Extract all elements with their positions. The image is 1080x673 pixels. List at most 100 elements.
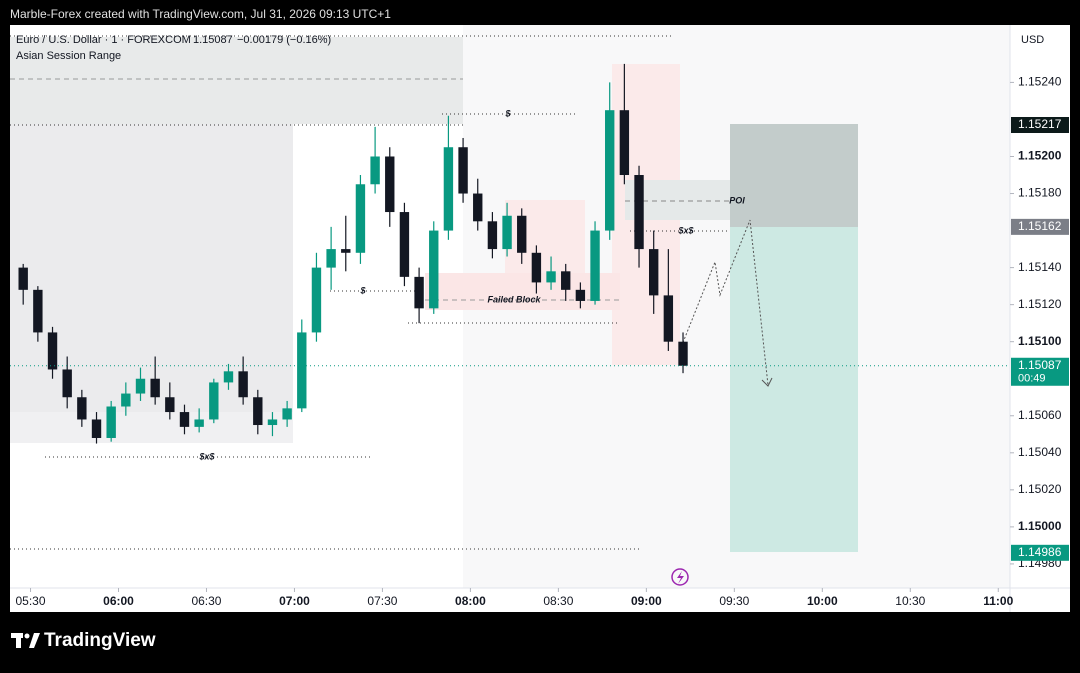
y-tick-label: 1.15180 [1018,186,1062,200]
annotation: $x$ [198,451,215,461]
y-tick-label: 1.15140 [1018,260,1062,274]
attribution: Marble-Forex created with TradingView.co… [10,7,391,21]
candle-body [135,378,146,394]
x-tick-label: 08:00 [455,594,486,608]
candle-body [150,378,160,398]
annotation: $ [359,285,366,295]
y-tick-label: 1.15000 [1018,519,1062,533]
indicator: Asian Session Range [16,50,121,62]
symbol: Euro / U.S. Dollar · 1 · FOREXCOM [16,34,191,46]
y-tick-label: 1.15100 [1018,334,1062,348]
x-tick-label: 09:30 [719,594,749,608]
x-tick-label: 07:30 [367,594,397,608]
target-zone [730,227,858,552]
price-tag [1011,218,1069,235]
candle-body [370,156,380,185]
price-tag-label: 1.15162 [1018,219,1062,233]
candle-body [341,249,351,253]
candle-body [62,369,72,398]
annotation: POI [729,195,745,205]
candle-body [355,184,366,253]
projection [679,219,769,386]
x-tick-label: 10:00 [807,594,838,608]
candle-body [517,215,527,253]
change: −0.00179 (−0.16%) [237,34,331,46]
last-value: 1.15087 [193,34,233,46]
y-tick-label: 1.15040 [1018,445,1062,459]
candle-body [238,371,248,398]
logo-part [29,633,40,648]
x-tick-label: 07:00 [279,594,310,608]
logo-part [16,633,21,648]
candle-body [91,419,102,438]
candle-body [634,175,644,250]
candle-body [209,382,219,420]
candle-body [605,110,615,231]
candle-body [487,221,498,250]
candle-body [253,397,263,426]
annotation: Failed Block [487,294,541,304]
candle-body [649,249,659,296]
candle-body [590,230,600,301]
candle-body [77,397,87,420]
candle-body [267,419,278,426]
annotation: $x$ [677,225,694,235]
x-tick-label: 06:00 [103,594,134,608]
candle-body [473,193,483,222]
candle-body [458,147,468,194]
logo [11,633,40,648]
candle-body [502,215,512,250]
alert-bolt [677,571,684,584]
x-tick-label: 06:30 [191,594,221,608]
candle-body [326,249,336,268]
candle-body [546,271,556,283]
candle-body [429,230,439,309]
stop-zone [730,124,858,227]
candle-body [311,267,322,333]
candle-body [399,212,410,277]
candle-body [414,276,424,309]
candle-body [575,289,586,301]
y-tick-label: 1.15120 [1018,297,1062,311]
failed-block-zone [425,273,620,310]
candle-body [297,332,307,409]
candle-body [18,267,28,290]
candle-body [47,332,58,370]
x-tick-label: 09:00 [631,594,662,608]
candle-body [282,408,292,420]
candle-body [678,341,688,366]
last-price-tag [1011,357,1069,386]
brand: TradingView [44,630,156,651]
candle-body [619,110,630,176]
currency: USD [1021,34,1044,46]
asian-range-low [10,412,293,443]
x-tick-label: 11:00 [983,594,1013,608]
annotation: $ [504,108,511,118]
candle-body [443,147,454,231]
candle-body [561,271,571,290]
projection-arrow [761,377,773,387]
candle-body [223,371,234,383]
candle-body [165,397,175,413]
last-price-label: 1.15087 [1018,358,1062,372]
y-tick-label: 1.15200 [1018,149,1062,163]
candle-body [179,412,190,427]
price-tag-label: 1.14986 [1018,545,1062,559]
y-tick-label: 1.15020 [1018,482,1062,496]
candle-body [531,252,542,283]
candle-body [33,289,43,333]
price-tag-label: 1.15217 [1018,117,1062,131]
x-tick-label: 10:30 [895,594,925,608]
x-tick-label: 05:30 [16,594,46,608]
candle-body [385,156,395,213]
liquidity-lines [10,35,730,550]
price-tag [1011,117,1069,134]
candle-body [663,295,674,342]
x-tick-label: 08:30 [543,594,573,608]
candle-body [106,406,116,438]
countdown: 00:49 [1018,373,1046,385]
y-tick-label: 1.15060 [1018,408,1062,422]
alert-icon[interactable] [671,568,689,586]
